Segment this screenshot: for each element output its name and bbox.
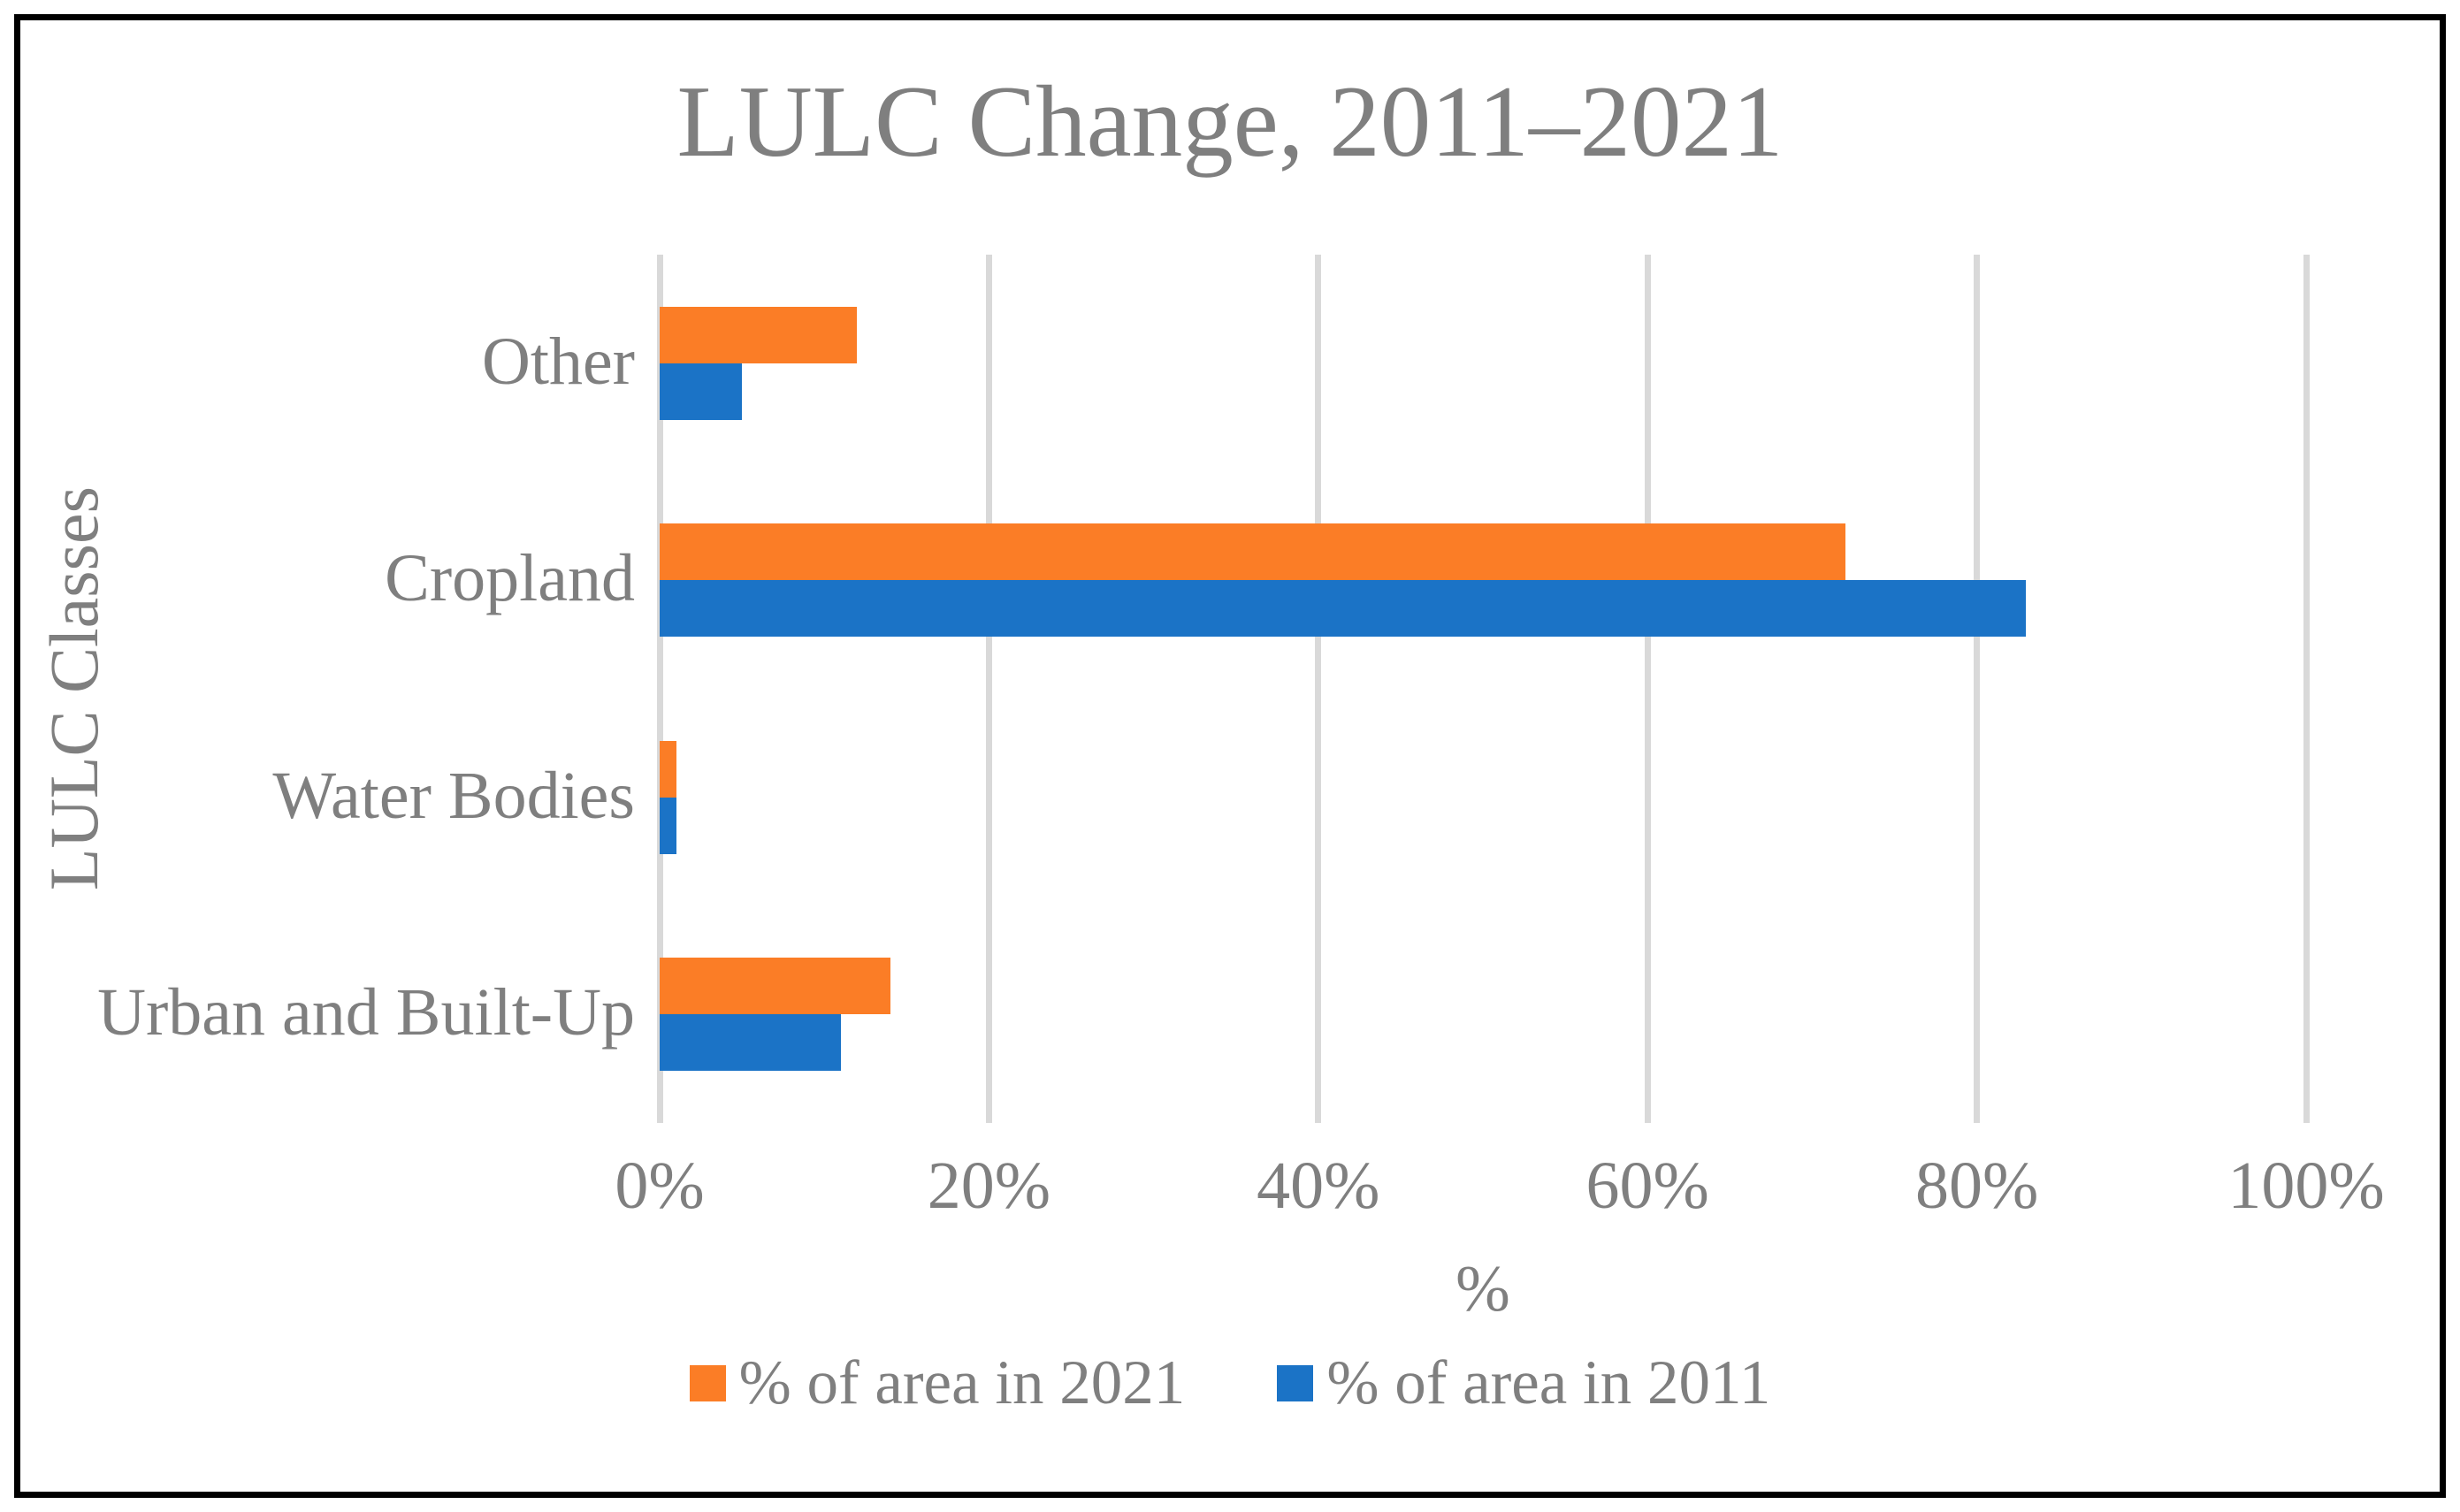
x-axis-title: % <box>1455 1253 1510 1325</box>
category-label-cropland: Cropland <box>385 541 635 616</box>
legend-label: % of area in 2011 <box>1326 1348 1771 1417</box>
x-tick-label: 60% <box>1585 1149 1709 1223</box>
category-label-other: Other <box>481 324 635 399</box>
gridline <box>1974 255 1981 1123</box>
bar-2021-water-bodies <box>660 740 676 798</box>
category-label-water-bodies: Water Bodies <box>272 758 635 833</box>
bar-2011-urban-and-built-up <box>660 1014 841 1072</box>
x-tick-label: 80% <box>1914 1149 2039 1223</box>
bar-2011-water-bodies <box>660 797 676 854</box>
gridline <box>2303 255 2310 1123</box>
chart-title: LULC Change, 2011–2021 <box>676 65 1784 178</box>
legend-item: % of area in 2021 <box>689 1348 1186 1419</box>
y-axis-title: LULC Classes <box>35 486 112 891</box>
gridline <box>985 255 992 1123</box>
bar-2011-cropland <box>660 580 2027 638</box>
gridline <box>1315 255 1322 1123</box>
gridline <box>1644 255 1651 1123</box>
x-tick-label: 0% <box>615 1149 705 1223</box>
x-tick-label: 100% <box>2227 1149 2385 1223</box>
x-tick-label: 20% <box>927 1149 1051 1223</box>
bar-2021-other <box>660 306 858 363</box>
legend: % of area in 2021 % of area in 2011 <box>0 1348 2460 1419</box>
category-label-urban-and-built-up: Urban and Built-Up <box>97 975 635 1050</box>
bar-2011-other <box>660 363 743 420</box>
legend-label: % of area in 2021 <box>738 1348 1186 1417</box>
legend-swatch-icon <box>689 1365 726 1401</box>
x-tick-label: 40% <box>1257 1149 1380 1223</box>
gridline <box>656 255 663 1123</box>
bar-2021-urban-and-built-up <box>660 958 890 1015</box>
legend-swatch-icon <box>1277 1365 1314 1401</box>
plot-area <box>656 255 2310 1123</box>
bar-2021-cropland <box>660 523 1845 581</box>
legend-item: % of area in 2011 <box>1277 1348 1770 1419</box>
